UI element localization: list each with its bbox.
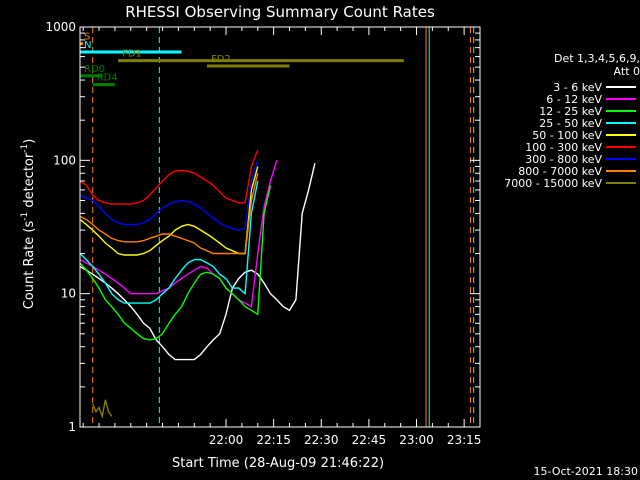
x-tick-label-2: 22:30 [304,433,339,447]
legend-label-4: 50 - 100 keV [532,129,602,142]
date-stamp: 15-Oct-2021 18:30 [534,465,638,478]
series-line-4 [79,166,259,256]
attenuator-label-3: FD2 [211,54,231,65]
attenuator-label-2: FD1 [122,49,142,60]
chart-title: RHESSI Observing Summary Count Rates [125,3,435,21]
y-tick-label-3: 1000 [45,20,76,34]
y-axis-label-exp-2: -1 [20,144,30,153]
attenuator-label-1: N [84,40,91,51]
y-axis-label-part-3: ) [22,139,37,144]
legend-label-6: 300 - 800 keV [525,153,602,166]
y-tick-label-1: 10 [61,287,76,301]
legend-label-7: 800 - 7000 keV [518,165,602,178]
plot-frame [79,26,481,428]
data-series [79,149,316,420]
legend-label-2: 12 - 25 keV [539,105,602,118]
axes: 22:00 22:15 22:30 22:45 23:00 23:15 1 10 100 1000 [45,20,481,447]
series-line-6 [79,160,259,231]
y-tick-label-0: 1 [68,420,76,434]
x-tick-label-4: 23:00 [399,433,434,447]
x-tick-label-0: 22:00 [209,433,244,447]
x-tick-label-1: 22:15 [256,433,291,447]
detector-text-line-2: Att 0 [614,65,640,78]
x-tick-label-3: 22:45 [352,433,387,447]
series-line-8 [92,399,113,420]
x-tick-label-5: 23:15 [447,433,482,447]
detector-text-line-1: Det 1,3,4,5,6,9, [554,52,640,65]
legend-label-3: 25 - 50 keV [539,117,602,130]
y-axis-label-exp-1: -1 [20,212,30,221]
series-line-7 [79,173,259,255]
y-axis-label-part-1: Count Rate (s [22,221,37,310]
y-axis-label: Count Rate (s-1 detector-1) [20,139,37,310]
y-axis-label-part-2: detector [22,152,37,212]
x-axis-label: Start Time (28-Aug-09 21:46:22) [172,456,384,471]
attenuator-label-4: RD0 [84,64,105,75]
series-line-2 [79,185,272,341]
legend-label-0: 3 - 6 keV [553,81,602,94]
y-axis-label-group: Count Rate (s-1 detector-1) [20,139,37,310]
series-line-5 [79,149,259,205]
attenuator-label-5: RD4 [97,73,118,84]
series-line-0 [79,163,316,361]
y-tick-label-2: 100 [53,153,76,167]
attenuator-label-0: S [84,32,90,43]
legend-label-8: 7000 - 15000 keV [504,177,602,190]
legend-label-1: 6 - 12 keV [546,93,602,106]
legend-label-5: 100 - 300 keV [525,141,602,154]
vertical-markers [92,27,475,427]
series-line-1 [79,160,278,308]
series-line-3 [79,180,259,304]
